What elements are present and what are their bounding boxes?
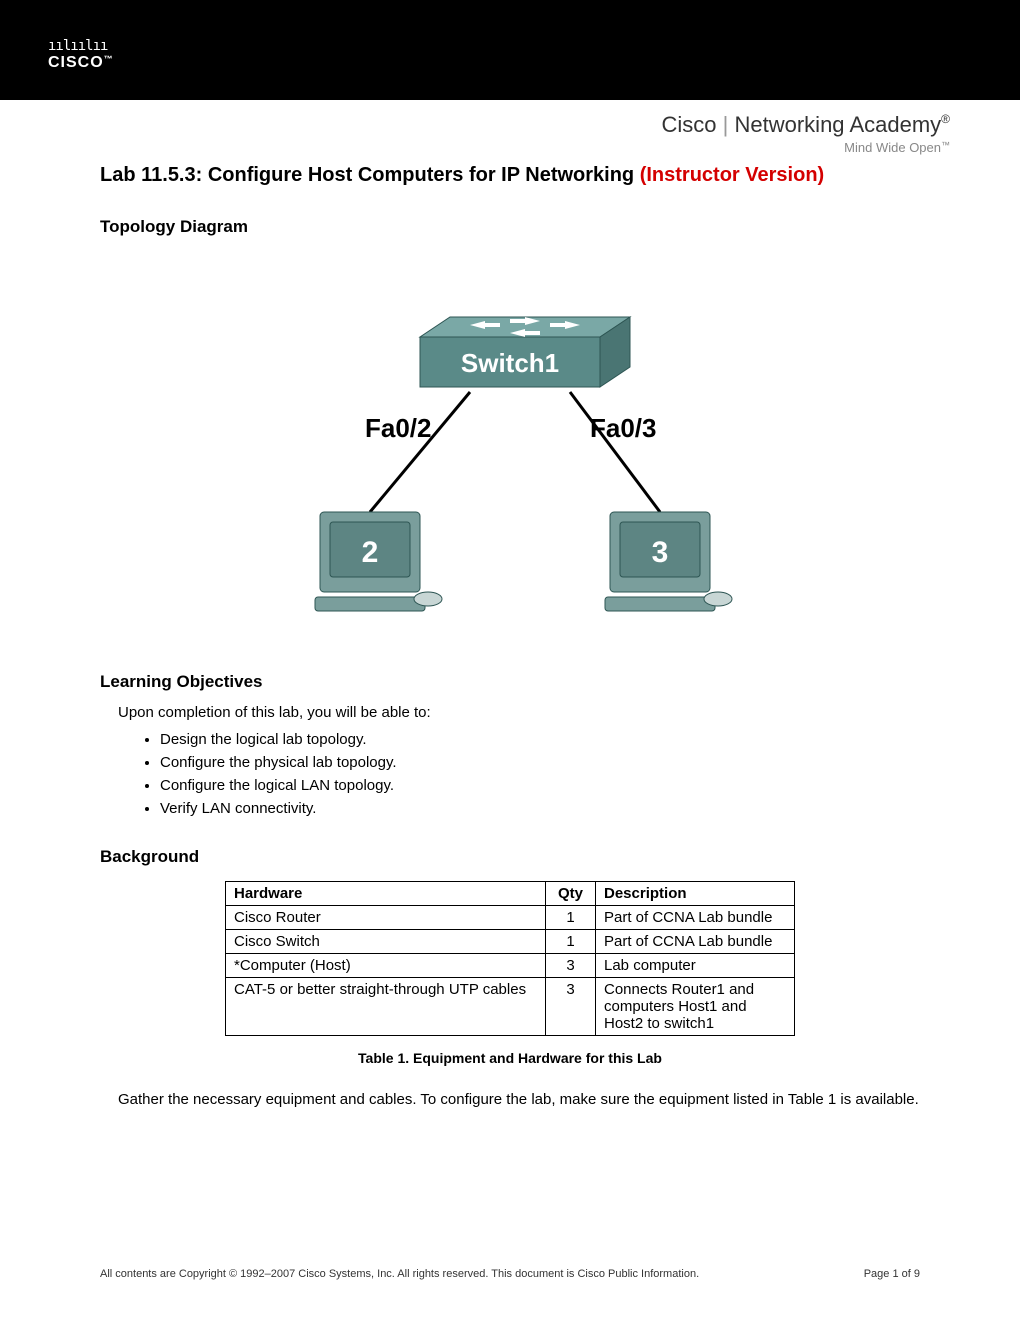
list-item: Verify LAN connectivity.	[160, 800, 920, 817]
cisco-logo-bars: ıılıılıı	[48, 38, 114, 54]
cell: Cisco Router	[226, 906, 546, 930]
link-left	[370, 392, 470, 512]
table-row: Cisco Router 1 Part of CCNA Lab bundle	[226, 906, 795, 930]
switch-icon: Switch1	[420, 317, 630, 387]
table-row: Cisco Switch 1 Part of CCNA Lab bundle	[226, 930, 795, 954]
page-footer: All contents are Copyright © 1992–2007 C…	[100, 1268, 920, 1280]
page-title: Lab 11.5.3: Configure Host Computers for…	[100, 164, 920, 187]
section-background: Background	[100, 847, 920, 867]
cell: 1	[546, 930, 596, 954]
brand-divider: |	[723, 112, 735, 137]
cell: 1	[546, 906, 596, 930]
list-item: Design the logical lab topology.	[160, 731, 920, 748]
section-topology: Topology Diagram	[100, 217, 920, 237]
topology-diagram: Switch1 Fa0/2 Fa0/3 2 3	[100, 277, 920, 642]
cisco-logo-text: CISCO™	[48, 54, 114, 72]
cell: Lab computer	[596, 954, 795, 978]
th-hardware: Hardware	[226, 882, 546, 906]
list-item: Configure the physical lab topology.	[160, 754, 920, 771]
port-right-label: Fa0/3	[590, 413, 657, 443]
svg-text:3: 3	[652, 536, 669, 569]
objectives-list: Design the logical lab topology. Configu…	[160, 731, 920, 817]
table-row: CAT-5 or better straight-through UTP cab…	[226, 978, 795, 1036]
cell: Part of CCNA Lab bundle	[596, 930, 795, 954]
academy-brand: Cisco | Networking Academy® Mind Wide Op…	[662, 112, 950, 155]
section-objectives: Learning Objectives	[100, 672, 920, 692]
th-qty: Qty	[546, 882, 596, 906]
cell: Part of CCNA Lab bundle	[596, 906, 795, 930]
objectives-intro: Upon completion of this lab, you will be…	[118, 704, 920, 721]
cell: *Computer (Host)	[226, 954, 546, 978]
switch-label: Switch1	[461, 348, 559, 378]
brand-cisco: Cisco	[662, 112, 717, 137]
th-desc: Description	[596, 882, 795, 906]
port-left-label: Fa0/2	[365, 413, 432, 443]
table-row: *Computer (Host) 3 Lab computer	[226, 954, 795, 978]
cell: Connects Router1 and computers Host1 and…	[596, 978, 795, 1036]
cell: 3	[546, 954, 596, 978]
brand-tagline: Mind Wide Open™	[662, 140, 950, 155]
host-left-icon: 2	[315, 512, 442, 611]
background-paragraph: Gather the necessary equipment and cable…	[118, 1090, 920, 1110]
brand-academy: Networking Academy	[735, 112, 942, 137]
cisco-logo: ıılıılıı CISCO™	[48, 38, 114, 72]
footer-page: Page 1 of 9	[864, 1268, 920, 1280]
hardware-table: Hardware Qty Description Cisco Router 1 …	[225, 881, 795, 1036]
cell: Cisco Switch	[226, 930, 546, 954]
table-header-row: Hardware Qty Description	[226, 882, 795, 906]
footer-copyright: All contents are Copyright © 1992–2007 C…	[100, 1268, 699, 1280]
svg-text:2: 2	[362, 536, 379, 569]
host-right-icon: 3	[605, 512, 732, 611]
link-right	[570, 392, 660, 512]
list-item: Configure the logical LAN topology.	[160, 777, 920, 794]
cell: 3	[546, 978, 596, 1036]
header-bar: ıılıılıı CISCO™	[0, 0, 1020, 100]
table-caption: Table 1. Equipment and Hardware for this…	[100, 1050, 920, 1066]
cell: CAT-5 or better straight-through UTP cab…	[226, 978, 546, 1036]
